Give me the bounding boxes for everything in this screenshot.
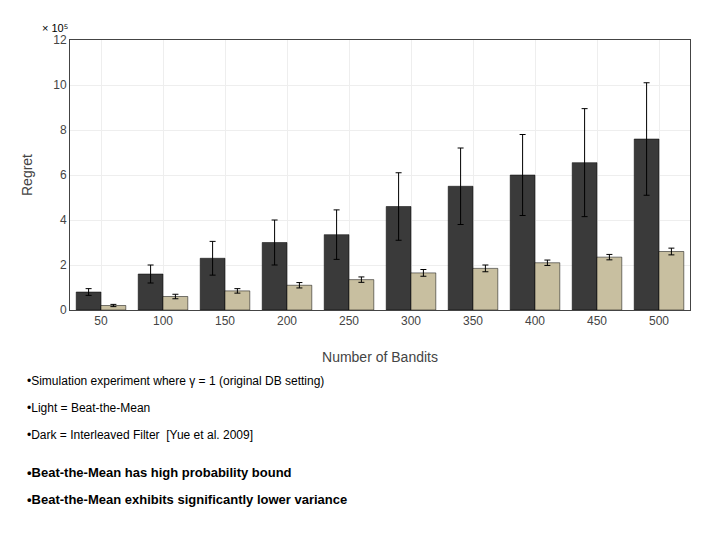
svg-text:250: 250 <box>339 314 359 328</box>
svg-text:350: 350 <box>463 314 483 328</box>
svg-text:•Beat-the-Mean has high probab: •Beat-the-Mean has high probability boun… <box>27 465 292 480</box>
svg-text:10: 10 <box>53 78 67 92</box>
svg-text:450: 450 <box>587 314 607 328</box>
svg-text:•Simulation experiment where γ: •Simulation experiment where γ = 1 (orig… <box>27 374 324 388</box>
svg-text:150: 150 <box>215 314 235 328</box>
svg-text:•Dark = Interleaved Filter [Y: •Dark = Interleaved Filter [Yue et al. 2… <box>27 428 253 442</box>
svg-text:× 10⁵: × 10⁵ <box>42 22 68 34</box>
svg-text:300: 300 <box>401 314 421 328</box>
svg-text:8: 8 <box>60 123 67 137</box>
svg-text:500: 500 <box>649 314 669 328</box>
svg-text:•Beat-the-Mean exhibits signif: •Beat-the-Mean exhibits significantly lo… <box>27 492 347 507</box>
svg-text:200: 200 <box>277 314 297 328</box>
svg-text:2: 2 <box>60 258 67 272</box>
svg-text:Regret: Regret <box>19 154 35 196</box>
svg-text:Number of Bandits: Number of Bandits <box>322 349 438 365</box>
svg-text:100: 100 <box>153 314 173 328</box>
svg-text:4: 4 <box>60 213 67 227</box>
svg-text:50: 50 <box>94 314 108 328</box>
svg-text:12: 12 <box>53 33 67 47</box>
svg-text:0: 0 <box>60 303 67 317</box>
svg-text:6: 6 <box>60 168 67 182</box>
svg-text:400: 400 <box>525 314 545 328</box>
svg-text:•Light = Beat-the-Mean: •Light = Beat-the-Mean <box>27 401 150 415</box>
